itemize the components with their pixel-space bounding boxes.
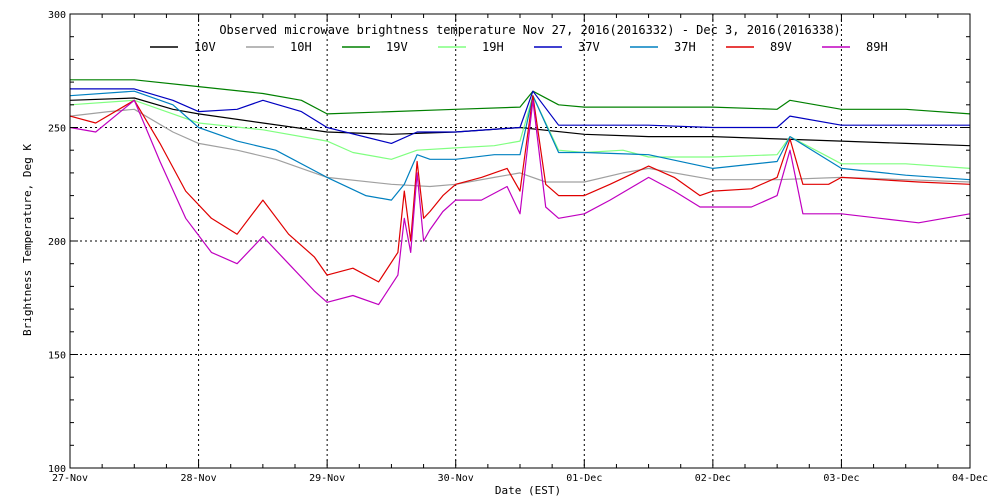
gridlines [70, 14, 970, 468]
series-layer [69, 79, 971, 306]
chart-title: Observed microwave brightness temperatur… [219, 23, 840, 37]
series-line-37v [70, 88, 970, 144]
legend-label-19v: 19V [386, 40, 408, 54]
y-tick-label: 300 [48, 10, 66, 21]
series-line-89v [69, 95, 971, 283]
y-tick-label: 200 [48, 237, 66, 248]
x-tick-label: 29-Nov [309, 473, 345, 484]
series-line-10h [69, 108, 971, 188]
legend: 10V 10H 19V 19H 37V 37H 89V 89H [150, 40, 888, 54]
x-tick-label: 30-Nov [438, 473, 474, 484]
x-tick-label: 02-Dec [695, 473, 731, 484]
x-tick-label: 04-Dec [952, 473, 988, 484]
x-tick-label: 03-Dec [823, 473, 859, 484]
x-tick-label: 27-Nov [52, 473, 88, 484]
series-line-19h [69, 95, 971, 169]
series-line-10v [69, 97, 971, 147]
x-tick-label: 28-Nov [181, 473, 217, 484]
legend-label-10h: 10H [290, 40, 312, 54]
y-tick-label: 150 [48, 351, 66, 362]
series-line-37h [69, 90, 971, 201]
legend-label-10v: 10V [194, 40, 216, 54]
legend-label-19h: 19H [482, 40, 504, 54]
series-line-89h [69, 99, 971, 306]
legend-label-37h: 37H [674, 40, 696, 54]
legend-label-89h: 89H [866, 40, 888, 54]
legend-label-89v: 89V [770, 40, 792, 54]
series-line-19v [70, 79, 971, 115]
y-tick-label: 250 [48, 124, 66, 135]
x-tick-label: 01-Dec [566, 473, 602, 484]
x-axis-label: Date (EST) [495, 484, 561, 497]
y-axis-label: Brightness Temperature, Deg K [21, 144, 34, 336]
legend-label-37v: 37V [578, 40, 600, 54]
y-tick-label: 100 [48, 464, 66, 475]
axis-ticks: 100 150 200 250 300 27-Nov 28-Nov 29-Nov 30-Nov 0… [48, 10, 988, 484]
